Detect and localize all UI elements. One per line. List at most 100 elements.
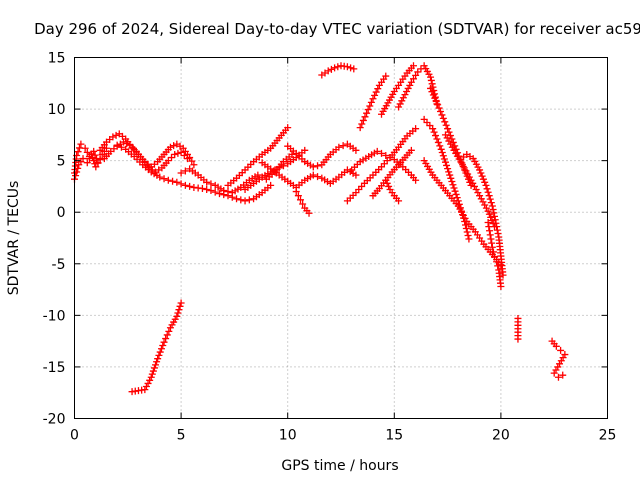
data-point-interp (237, 196, 245, 204)
data-point (335, 143, 343, 151)
data-point-interp (367, 98, 375, 106)
grid (74, 57, 608, 419)
data-point-interp (361, 113, 369, 121)
data-point-interp (404, 84, 412, 92)
x-tick-label: 10 (279, 428, 297, 444)
data-point-interp (207, 180, 215, 188)
data-point-interp (170, 142, 178, 150)
data-point-interp (492, 219, 500, 227)
data-point (331, 64, 339, 72)
data-point-interp (386, 154, 394, 162)
data-point-interp (169, 177, 177, 185)
y-tick-label: -5 (52, 257, 66, 273)
data-point (484, 207, 492, 215)
data-point (324, 67, 332, 75)
data-point-interp (441, 118, 449, 126)
data-point-interp (366, 102, 374, 110)
data-point-interp (159, 341, 167, 349)
data-point (141, 386, 149, 394)
data-point (220, 187, 228, 195)
data-point (120, 138, 128, 146)
data-point-interp (494, 262, 502, 270)
data-point (109, 133, 117, 141)
data-point-interp (271, 166, 279, 174)
axis-ticks: 0 5 10 15 20 25 -20 -15 -10 -5 0 5 10 15 (43, 51, 617, 444)
data-point-interp (487, 199, 495, 207)
data-point-interp (431, 94, 439, 102)
data-point-interp (487, 235, 495, 243)
data-point-interp (403, 88, 411, 96)
data-point-interp (462, 225, 470, 233)
data-point-interp (383, 179, 391, 187)
data-point-interp (490, 209, 498, 217)
data-point (427, 73, 435, 81)
data-point-interp (399, 94, 407, 102)
data-point-interp (439, 152, 447, 160)
data-point (173, 178, 181, 186)
data-point-interp (160, 175, 168, 183)
data-point-interp (74, 148, 82, 156)
data-point (350, 65, 358, 73)
data-point-interp (72, 172, 80, 180)
data-point-interp (440, 155, 448, 163)
y-tick-label: 15 (48, 51, 66, 67)
data-point (173, 312, 181, 320)
data-point (164, 157, 172, 165)
data-point-interp (439, 114, 447, 122)
data-point-interp (491, 216, 499, 224)
data-point-interp (428, 80, 436, 88)
data-point-interp (165, 327, 173, 335)
data-point-interp (224, 188, 232, 196)
data-point (156, 173, 164, 181)
data-point-interp (406, 81, 414, 89)
data-point-interp (487, 213, 495, 221)
data-point (241, 197, 249, 205)
x-tick-label: 25 (599, 428, 617, 444)
data-point (444, 125, 452, 133)
data-point (484, 219, 492, 227)
data-point (497, 282, 505, 290)
data-point (382, 176, 390, 184)
data-point (493, 258, 501, 266)
data-point-interp (245, 196, 253, 204)
data-point-interp (488, 239, 496, 247)
data-point (554, 373, 562, 381)
plot-frame (74, 57, 608, 419)
data-point-interp (484, 188, 492, 196)
data-point (288, 150, 296, 158)
data-point-interp (186, 182, 194, 190)
data-point-interp (428, 88, 436, 96)
data-point-interp (441, 158, 449, 166)
y-tick-label: -10 (43, 308, 66, 324)
data-point-interp (371, 91, 379, 99)
data-point-interp (486, 195, 494, 203)
data-point-interp (478, 172, 486, 180)
data-point-interp (489, 248, 497, 256)
y-tick-label: -15 (43, 360, 66, 376)
data-point-interp (432, 132, 440, 140)
data-point (292, 188, 300, 196)
data-point-interp (485, 223, 493, 231)
data-point-interp (180, 151, 188, 159)
data-point-interp (445, 168, 453, 176)
data-point-interp (279, 162, 287, 170)
data-point-interp (129, 144, 137, 152)
data-point (412, 176, 420, 184)
x-tick-label: 5 (177, 428, 186, 444)
data-point (113, 141, 121, 149)
data-point-interp (481, 178, 489, 186)
x-tick-label: 0 (70, 428, 79, 444)
y-tick-label: 5 (57, 154, 66, 170)
data-point-interp (493, 226, 501, 234)
data-point-interp (477, 169, 485, 177)
data-point-interp (448, 178, 456, 186)
data-point (177, 148, 185, 156)
data-point-interp (449, 181, 457, 189)
data-point-interp (163, 331, 171, 339)
data-point-interp (299, 200, 307, 208)
data-point-interp (374, 85, 382, 93)
data-point-interp (488, 216, 496, 224)
data-point (267, 181, 275, 189)
data-point-interp (429, 91, 437, 99)
data-point (198, 184, 206, 192)
